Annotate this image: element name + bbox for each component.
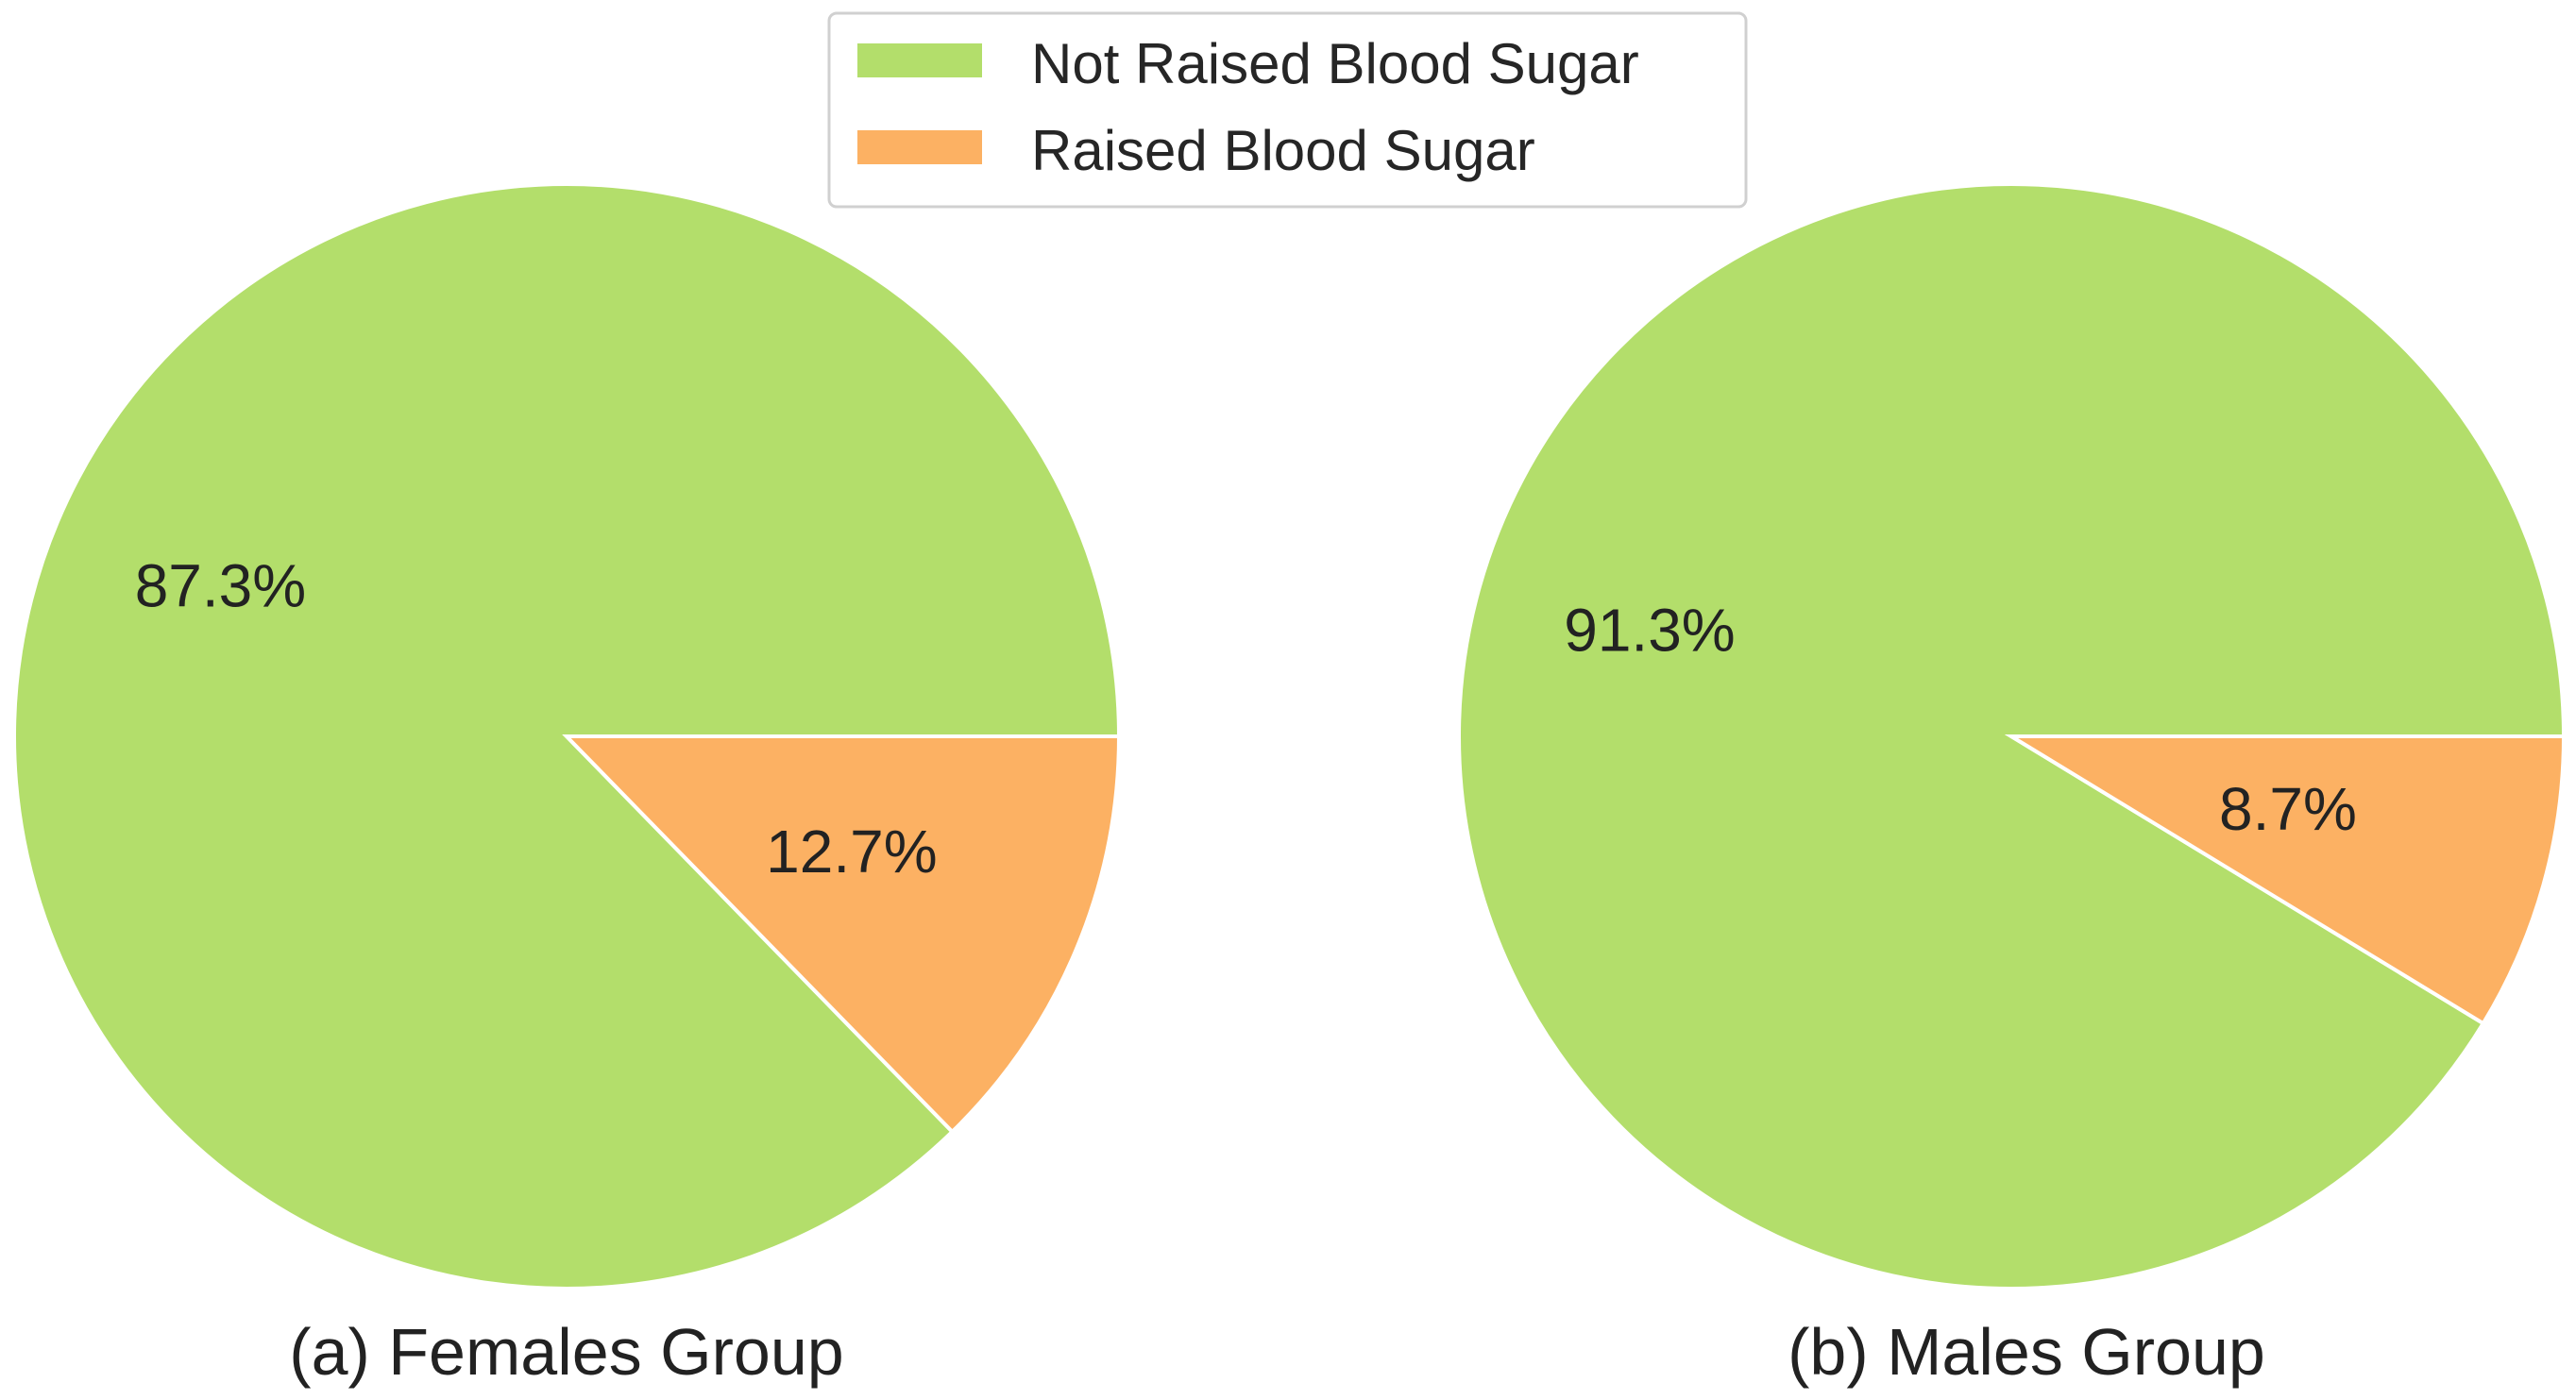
legend-label-raised: Raised Blood Sugar [1031, 119, 1535, 182]
legend-swatch-raised [857, 130, 982, 164]
pct-label-not-raised: 87.3% [135, 551, 306, 619]
pct-label-raised: 8.7% [2219, 775, 2357, 843]
caption-males-group: (b) Males Group [1788, 1315, 2265, 1389]
pct-label-not-raised: 91.3% [1564, 597, 1735, 665]
legend-label-not-raised: Not Raised Blood Sugar [1031, 32, 1639, 95]
pie-females-group: 87.3% 12.7% [12, 182, 1122, 1290]
pie-males-group: 91.3% 8.7% [1457, 182, 2567, 1290]
legend: Not Raised Blood Sugar Raised Blood Suga… [827, 11, 1748, 209]
slice-raised-blood-sugar [2004, 734, 2567, 1026]
slice-not-raised-blood-sugar [1457, 182, 2567, 1290]
slice-raised-blood-sugar [562, 734, 1122, 1135]
pct-label-raised: 12.7% [766, 818, 937, 886]
legend-swatch-not-raised [857, 43, 982, 77]
caption-females-group: (a) Females Group [289, 1315, 843, 1389]
legend-frame [827, 11, 1748, 209]
